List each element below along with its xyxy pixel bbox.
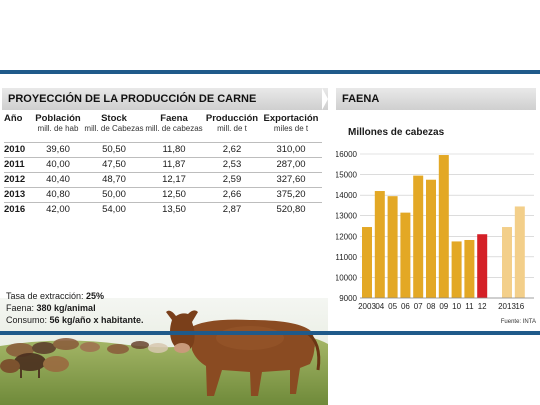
projection-title: PROYECCIÓN DE LA PRODUCCIÓN DE CARNE [2, 88, 328, 110]
cell-year: 2011 [4, 156, 32, 172]
x-tick-label: 10 [452, 302, 461, 311]
cell-slaughter: 11,80 [144, 141, 204, 157]
bar-07 [413, 175, 424, 298]
y-tick-label: 12000 [336, 232, 358, 241]
col-header-slaughter: Faena mill. de cabezas [145, 113, 203, 134]
x-tick-label: 05 [388, 302, 397, 311]
cell-population: 40,00 [32, 156, 84, 172]
cell-stock: 50,50 [84, 141, 144, 157]
col-header-export: Exportación miles de t [263, 113, 319, 134]
cell-stock: 48,70 [84, 171, 144, 187]
assumptions-notes: Tasa de extracción: 25% Faena: 380 kg/an… [6, 290, 144, 326]
bar-12 [477, 234, 488, 298]
bar-16 [514, 206, 525, 298]
chart-source: Fuente: INTA [500, 319, 536, 325]
slaughter-title: FAENA [336, 88, 536, 110]
cell-slaughter: 13,50 [144, 201, 204, 217]
cell-production: 2,62 [204, 141, 260, 157]
bar-11 [464, 239, 475, 298]
y-tick-label: 15000 [336, 171, 358, 180]
x-tick-label: 08 [427, 302, 436, 311]
cell-population: 40,80 [32, 186, 84, 202]
cell-export: 375,20 [260, 186, 322, 202]
bar-08 [426, 179, 436, 298]
y-tick-label: 9000 [339, 294, 357, 303]
cell-year: 2013 [4, 186, 32, 202]
bar-05 [387, 196, 398, 298]
cell-stock: 47,50 [84, 156, 144, 172]
col-header-production: Producción mill. de t [205, 113, 259, 134]
x-tick-label: 2013 [498, 302, 516, 311]
x-tick-label: 11 [465, 302, 474, 311]
cell-production: 2,59 [204, 171, 260, 187]
cell-production: 2,53 [204, 156, 260, 172]
cattle-photo [0, 298, 328, 405]
table-header-row: Año Población mill. de hab Stock mill. de … [4, 114, 322, 142]
col-header-stock: Stock mill. de Cabezas [84, 113, 144, 134]
cell-export: 310,00 [260, 141, 322, 157]
col-header-population: Población mill. de hab [35, 113, 81, 134]
cell-export: 287,00 [260, 156, 322, 172]
x-tick-label: 04 [375, 302, 384, 311]
bottom-frame-bar [0, 331, 540, 335]
bar-06 [400, 212, 411, 298]
table-row: 2013 40,80 50,00 12,50 2,66 375,20 [4, 186, 322, 202]
x-tick-label: 16 [515, 302, 524, 311]
y-tick-label: 14000 [336, 191, 358, 200]
table-row: 2010 39,60 50,50 11,80 2,62 310,00 [4, 141, 322, 157]
cell-population: 39,60 [32, 141, 84, 157]
y-tick-label: 11000 [336, 253, 358, 262]
note-extraction-rate: Tasa de extracción: 25% [6, 291, 105, 301]
cell-year: 2010 [4, 141, 32, 157]
cell-export: 520,80 [260, 201, 322, 217]
cell-export: 327,60 [260, 171, 322, 187]
bar-2013 [502, 227, 512, 298]
cell-slaughter: 12,50 [144, 186, 204, 202]
cell-stock: 50,00 [84, 186, 144, 202]
y-tick-label: 10000 [336, 273, 358, 282]
top-frame-bar [0, 70, 540, 74]
note-consumption: Consumo: 56 kg/año x habitante. [6, 315, 144, 325]
table-row: 2012 40,40 48,70 12,17 2,59 327,60 [4, 171, 322, 187]
x-tick-label: 2003 [358, 302, 376, 311]
bar-2003 [362, 227, 372, 298]
cell-production: 2,66 [204, 186, 260, 202]
cell-population: 42,00 [32, 201, 84, 217]
x-tick-label: 07 [414, 302, 423, 311]
col-header-year: Año [4, 113, 23, 124]
x-tick-label: 09 [439, 302, 448, 311]
projection-table: Año Población mill. de hab Stock mill. de … [4, 114, 322, 217]
cell-slaughter: 12,17 [144, 171, 204, 187]
y-tick-label: 13000 [336, 212, 358, 221]
slaughter-panel: FAENA Millones de cabezas 9000 10000 11000… [336, 74, 540, 331]
note-slaughter-weight: Faena: 380 kg/animal [6, 303, 96, 313]
bar-10 [451, 241, 462, 298]
cell-year: 2016 [4, 201, 32, 217]
x-tick-label: 12 [478, 302, 487, 311]
y-tick-label: 16000 [336, 150, 358, 159]
slaughter-bar-chart: 9000 10000 11000 12000 13000 14000 15000 16000 2… [336, 150, 534, 311]
bar-09 [438, 155, 449, 298]
cell-production: 2,87 [204, 201, 260, 217]
cattle-illustration [0, 298, 328, 405]
x-tick-label: 06 [401, 302, 410, 311]
cell-slaughter: 11,87 [144, 156, 204, 172]
table-row: 2016 42,00 54,00 13,50 2,87 520,80 [4, 201, 322, 217]
cell-year: 2012 [4, 171, 32, 187]
production-projection-panel: PROYECCIÓN DE LA PRODUCCIÓN DE CARNE Año… [0, 74, 328, 405]
bar-04 [374, 191, 385, 298]
cell-population: 40,40 [32, 171, 84, 187]
chart-title: Millones de cabezas [348, 127, 445, 138]
cell-stock: 54,00 [84, 201, 144, 217]
table-row: 2011 40,00 47,50 11,87 2,53 287,00 [4, 156, 322, 172]
header-tab-notch [322, 88, 328, 110]
